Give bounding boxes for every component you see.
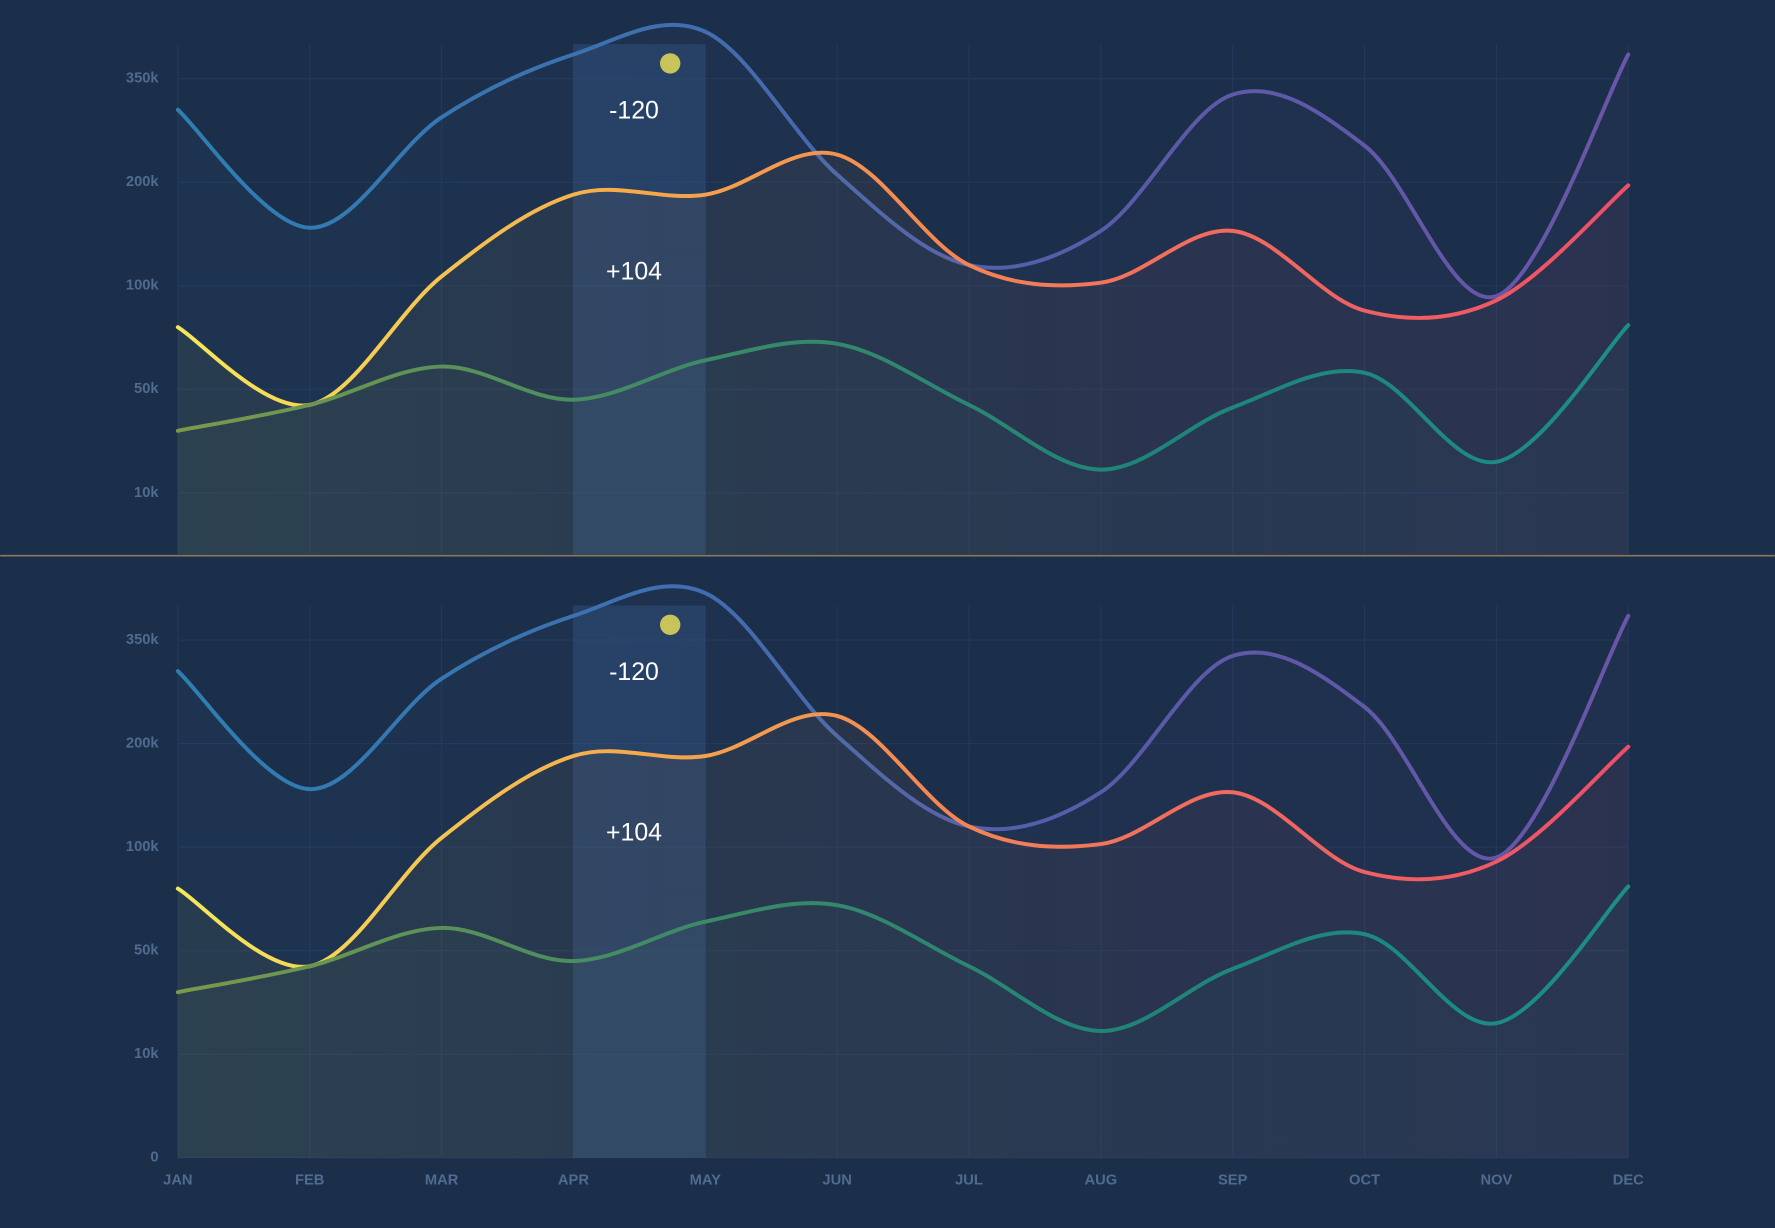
y-tick-label: 100k — [126, 839, 160, 855]
x-tick-label: MAR — [425, 1172, 459, 1188]
highlight-dot — [660, 53, 681, 74]
y-tick-label: 200k — [126, 174, 160, 190]
x-tick-label: JUN — [822, 1172, 851, 1188]
x-tick-label: APR — [558, 1172, 589, 1188]
x-tick-label: JAN — [163, 1172, 192, 1188]
x-tick-label: FEB — [295, 1172, 324, 1188]
series-line — [175, 150, 1631, 408]
y-tick-label: 100k — [126, 278, 160, 294]
x-tick-label: AUG — [1085, 1172, 1118, 1188]
y-tick-label: 10k — [134, 1046, 159, 1062]
y-tick-label: 350k — [126, 71, 160, 87]
x-tick-label: SEP — [1218, 1172, 1248, 1188]
series-line — [175, 884, 1631, 1033]
x-tick-label: JUL — [955, 1172, 983, 1188]
chart: 0 10k 50k 100k 200k 350k -120 +104 JAN FEB MAR APR M… — [126, 584, 1644, 1188]
annotation: -120 — [609, 97, 659, 125]
annotation: -120 — [609, 658, 659, 686]
chart: 10k 50k 100k 200k 350k -120 +104 — [126, 22, 1631, 555]
x-tick-label: MAY — [690, 1172, 722, 1188]
x-tick-label: OCT — [1349, 1172, 1380, 1188]
highlight-dot — [660, 614, 681, 635]
y-tick-label: 10k — [134, 485, 159, 501]
y-tick-label: 350k — [126, 632, 160, 648]
series-line — [175, 712, 1631, 969]
y-tick-label: 200k — [126, 735, 160, 751]
y-tick-label: 50k — [134, 381, 159, 397]
annotation: +104 — [606, 257, 662, 285]
series-line — [175, 323, 1631, 472]
series-area — [177, 325, 1629, 555]
annotation: +104 — [606, 819, 662, 847]
x-tick-label: NOV — [1480, 1172, 1512, 1188]
y-tick-label: 50k — [134, 943, 159, 959]
series-area — [177, 886, 1629, 1158]
x-tick-label: DEC — [1613, 1172, 1644, 1188]
y-tick-label: 0 — [150, 1150, 158, 1166]
